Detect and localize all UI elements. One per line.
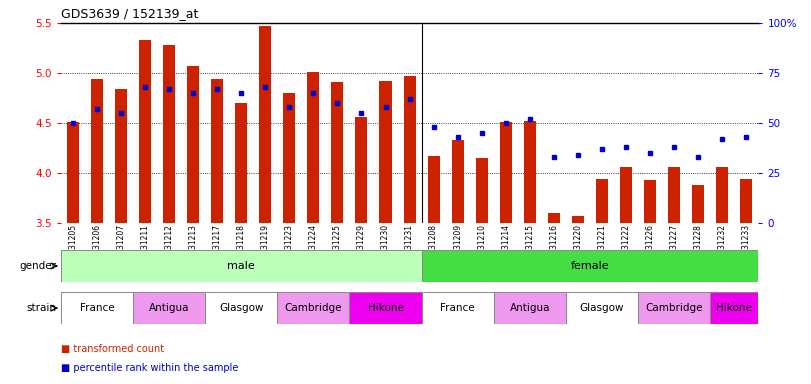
Text: France: France bbox=[79, 303, 114, 313]
Bar bbox=[187, 66, 200, 223]
Text: ■ transformed count: ■ transformed count bbox=[61, 344, 164, 354]
Bar bbox=[91, 79, 103, 223]
Bar bbox=[211, 79, 223, 223]
Bar bbox=[740, 179, 753, 223]
Text: strain: strain bbox=[27, 303, 57, 313]
Bar bbox=[139, 40, 151, 223]
Bar bbox=[205, 292, 277, 324]
Bar bbox=[452, 140, 464, 223]
Bar bbox=[638, 292, 710, 324]
Text: France: France bbox=[440, 303, 475, 313]
Bar bbox=[350, 292, 422, 324]
Text: Antigua: Antigua bbox=[509, 303, 550, 313]
Bar bbox=[163, 45, 175, 223]
Text: Glasgow: Glasgow bbox=[219, 303, 264, 313]
Bar bbox=[380, 81, 392, 223]
Text: Cambridge: Cambridge bbox=[646, 303, 703, 313]
Bar bbox=[332, 82, 343, 223]
Bar bbox=[524, 121, 536, 223]
Bar bbox=[572, 216, 584, 223]
Bar bbox=[710, 292, 758, 324]
Bar bbox=[476, 158, 487, 223]
Bar bbox=[566, 292, 638, 324]
Text: GDS3639 / 152139_at: GDS3639 / 152139_at bbox=[61, 7, 198, 20]
Bar bbox=[61, 250, 422, 282]
Bar bbox=[644, 180, 656, 223]
Bar bbox=[115, 89, 127, 223]
Bar bbox=[283, 93, 295, 223]
Bar bbox=[692, 185, 704, 223]
Bar bbox=[307, 72, 320, 223]
Bar bbox=[620, 167, 632, 223]
Bar bbox=[422, 292, 494, 324]
Bar bbox=[277, 292, 350, 324]
Bar bbox=[404, 76, 415, 223]
Bar bbox=[235, 103, 247, 223]
Bar bbox=[427, 156, 440, 223]
Bar bbox=[548, 213, 560, 223]
Bar bbox=[668, 167, 680, 223]
Bar bbox=[422, 250, 758, 282]
Text: male: male bbox=[227, 261, 255, 271]
Bar bbox=[596, 179, 608, 223]
Bar bbox=[716, 167, 728, 223]
Bar bbox=[500, 122, 512, 223]
Text: female: female bbox=[571, 261, 609, 271]
Text: ■ percentile rank within the sample: ■ percentile rank within the sample bbox=[61, 363, 238, 373]
Text: Hikone: Hikone bbox=[716, 303, 752, 313]
Bar bbox=[494, 292, 566, 324]
Text: Cambridge: Cambridge bbox=[285, 303, 342, 313]
Bar bbox=[133, 292, 205, 324]
Bar bbox=[355, 117, 367, 223]
Bar bbox=[67, 122, 79, 223]
Bar bbox=[61, 292, 133, 324]
Bar bbox=[260, 26, 271, 223]
Text: Antigua: Antigua bbox=[148, 303, 189, 313]
Text: Glasgow: Glasgow bbox=[580, 303, 624, 313]
Text: gender: gender bbox=[19, 261, 57, 271]
Text: Hikone: Hikone bbox=[367, 303, 403, 313]
